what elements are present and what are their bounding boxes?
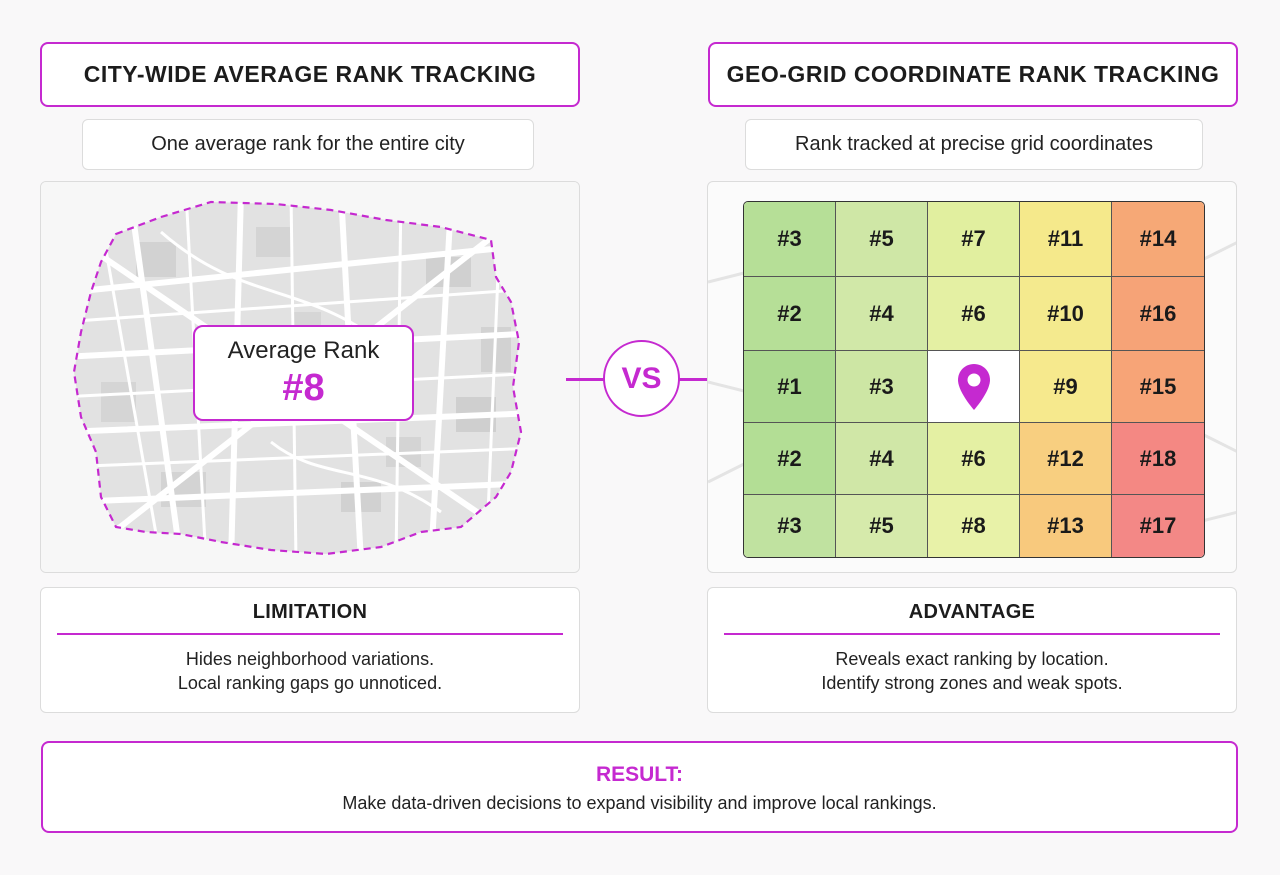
grid-cell-r4-c2: #4	[836, 423, 928, 495]
average-rank-value: #8	[282, 366, 325, 409]
grid-cell-r3-c2: #3	[836, 351, 928, 423]
grid-cell-center-pin	[928, 351, 1020, 423]
limitation-line-2: Local ranking gaps go unnoticed.	[177, 673, 443, 693]
grid-cell-r5-c4: #13	[1020, 495, 1112, 557]
grid-cell-r1-c4: #11	[1020, 202, 1112, 277]
result-heading: RESULT:	[595, 763, 684, 786]
limitation-card: LIMITATION Hides neighborhood variations…	[40, 587, 580, 713]
grid-cell-r1-c5: #14	[1112, 202, 1204, 277]
grid-cell-r2-c3: #6	[928, 277, 1020, 351]
grid-cell-r5-c2: #5	[836, 495, 928, 557]
versus-line-right	[678, 378, 718, 381]
advantage-line-2: Identify strong zones and weak spots.	[821, 673, 1123, 693]
grid-cell-r5-c5: #17	[1112, 495, 1204, 557]
grid-cell-r5-c1: #3	[744, 495, 836, 557]
city-map-panel: Average Rank #8	[40, 181, 580, 573]
advantage-divider	[724, 633, 1220, 635]
versus-connector: VS	[566, 339, 718, 419]
limitation-divider	[57, 633, 563, 635]
grid-cell-r1-c1: #3	[744, 202, 836, 277]
city-wide-subtitle: One average rank for the entire city	[82, 119, 534, 170]
geo-grid-subtitle: Rank tracked at precise grid coordinates	[745, 119, 1203, 170]
grid-cell-r4-c3: #6	[928, 423, 1020, 495]
advantage-line-1: Reveals exact ranking by location.	[835, 649, 1109, 669]
grid-cell-r3-c1: #1	[744, 351, 836, 423]
result-text: Make data-driven decisions to expand vis…	[342, 793, 937, 813]
limitation-line-1: Hides neighborhood variations.	[185, 649, 435, 669]
advantage-heading: ADVANTAGE	[908, 601, 1036, 623]
advantage-card: ADVANTAGE Reveals exact ranking by locat…	[707, 587, 1237, 713]
grid-cell-r4-c5: #18	[1112, 423, 1204, 495]
versus-badge: VS	[603, 340, 680, 417]
grid-cell-r3-c5: #15	[1112, 351, 1204, 423]
limitation-heading: LIMITATION	[252, 601, 368, 623]
grid-cell-r3-c4: #9	[1020, 351, 1112, 423]
geo-grid-panel: #3 #5 #7 #11 #14 #2 #4 #6 #10 #16 #1 #3 #9 #15 #2 #4 #6 #…	[707, 181, 1237, 573]
map-pin-icon	[957, 363, 990, 410]
grid-cell-r2-c4: #10	[1020, 277, 1112, 351]
grid-cell-r5-c3: #8	[928, 495, 1020, 557]
grid-cell-r1-c2: #5	[836, 202, 928, 277]
grid-cell-r2-c5: #16	[1112, 277, 1204, 351]
grid-cell-r4-c4: #12	[1020, 423, 1112, 495]
grid-cell-r2-c2: #4	[836, 277, 928, 351]
result-banner: RESULT: Make data-driven decisions to ex…	[41, 741, 1238, 833]
geo-grid-heatmap: #3 #5 #7 #11 #14 #2 #4 #6 #10 #16 #1 #3 #9 #15 #2 #4 #6 #…	[743, 201, 1205, 558]
grid-cell-r2-c1: #2	[744, 277, 836, 351]
versus-line-left	[566, 378, 606, 381]
average-rank-card: Average Rank #8	[193, 325, 414, 421]
grid-cell-r1-c3: #7	[928, 202, 1020, 277]
geo-grid-title: GEO-GRID COORDINATE RANK TRACKING	[708, 42, 1238, 107]
city-wide-title: CITY-WIDE AVERAGE RANK TRACKING	[40, 42, 580, 107]
grid-cell-r4-c1: #2	[744, 423, 836, 495]
average-rank-label: Average Rank	[227, 336, 380, 364]
